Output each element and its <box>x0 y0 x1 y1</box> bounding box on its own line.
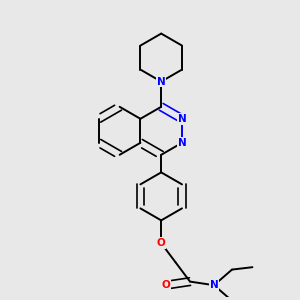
Text: O: O <box>162 280 170 290</box>
Text: O: O <box>157 238 166 248</box>
Text: N: N <box>210 280 218 290</box>
Text: N: N <box>178 114 186 124</box>
Text: N: N <box>157 76 166 87</box>
Text: N: N <box>178 138 186 148</box>
